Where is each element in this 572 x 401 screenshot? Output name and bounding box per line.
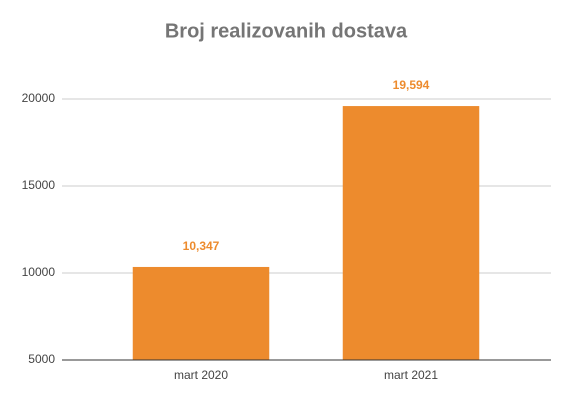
y-tick-label: 15000 <box>22 178 56 192</box>
x-tick-label: mart 2021 <box>384 368 438 382</box>
y-tick-label: 5000 <box>28 352 55 366</box>
value-label: 19,594 <box>393 78 430 92</box>
y-tick-label: 20000 <box>22 91 56 105</box>
value-label: 10,347 <box>183 239 220 253</box>
bar <box>342 106 480 361</box>
chart-title: Broj realizovanih dostava <box>165 20 408 42</box>
x-tick-label: mart 2020 <box>174 368 228 382</box>
bar <box>132 266 270 360</box>
y-tick-label: 10000 <box>22 265 56 279</box>
